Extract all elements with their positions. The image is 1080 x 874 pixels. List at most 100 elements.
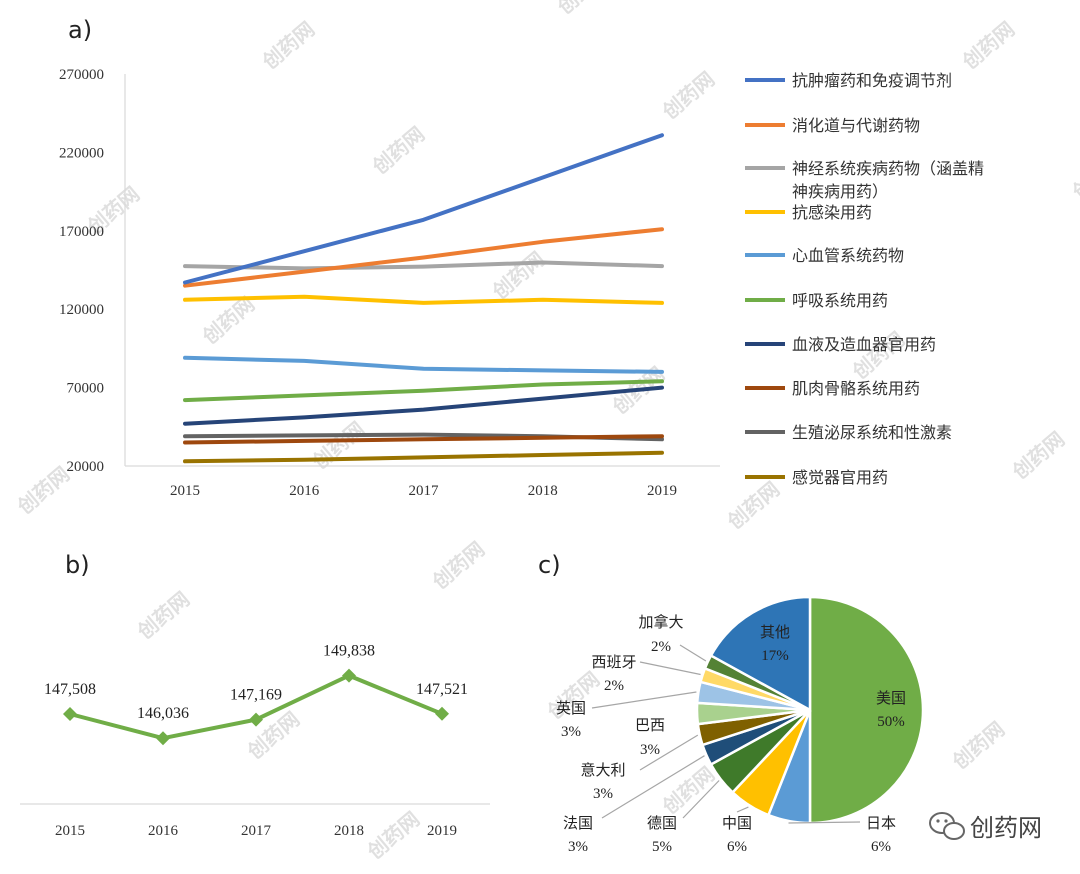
a-legend-item: 心血管系统药物 <box>745 246 904 265</box>
c-slice-name: 西班牙 <box>591 653 636 671</box>
c-leader-line <box>788 821 861 824</box>
watermark-text: 创药网 <box>487 247 549 305</box>
c-slice-name: 美国 <box>876 689 906 707</box>
a-y-tick-label: 170000 <box>59 224 104 240</box>
a-legend-item: 感觉器官用药 <box>745 468 888 487</box>
watermark-text: 创药网 <box>362 807 424 865</box>
c-slice-label: 加拿大 2% <box>638 613 707 662</box>
a-x-tick-label: 2017 <box>409 483 440 499</box>
a-legend-label: 神疾病用药） <box>792 182 888 201</box>
c-slice-pct: 3% <box>640 742 660 758</box>
a-y-tick-label: 220000 <box>59 145 104 161</box>
a-legend-label: 消化道与代谢药物 <box>792 116 920 135</box>
a-series-line-3 <box>183 294 664 305</box>
b-data-label: 149,838 <box>323 643 375 660</box>
a-legend-item: 消化道与代谢药物 <box>745 116 920 135</box>
a-legend-item: 肌肉骨骼系统用药 <box>745 379 920 398</box>
watermark-text: 创药网 <box>242 707 304 765</box>
c-slice-label: 英国 3% <box>556 691 697 740</box>
c-slice-label: 德国 5% <box>647 780 720 855</box>
c-slice-name: 法国 <box>563 814 593 832</box>
a-legend-item: 血液及造血器官用药 <box>745 335 936 354</box>
panel-c-label: c) <box>538 551 561 579</box>
c-slice-name: 日本 <box>866 814 896 832</box>
watermark-text: 创药网 <box>367 122 429 180</box>
b-series-line <box>69 673 443 741</box>
b-x-tick-label: 2019 <box>427 823 457 839</box>
b-data-label: 147,521 <box>416 681 468 698</box>
a-legend-label: 心血管系统药物 <box>792 246 904 265</box>
a-series-line-6 <box>183 385 664 426</box>
b-marker <box>156 731 170 746</box>
c-slice-label: 其他 17% <box>760 623 790 664</box>
c-leader-line <box>639 661 701 676</box>
watermark-text: 创药网 <box>1067 147 1080 205</box>
c-slice-name: 其他 <box>760 623 790 641</box>
c-slice-pct: 3% <box>561 724 581 740</box>
watermark-text: 创药网 <box>722 477 784 535</box>
c-slice-label: 美国 50% <box>876 689 906 730</box>
b-marker <box>342 668 356 683</box>
c-slice-label: 日本 6% <box>788 814 896 855</box>
c-slice-label: 意大利 3% <box>580 734 699 802</box>
a-x-tick-label: 2015 <box>170 483 200 499</box>
c-pie-slice <box>709 595 812 713</box>
a-series-line-1 <box>183 227 664 288</box>
b-marker <box>249 712 263 727</box>
b-data-label: 147,169 <box>230 687 282 704</box>
c-slice-label: 西班牙 2% <box>591 653 701 694</box>
b-marker <box>63 706 77 721</box>
a-series-line-5 <box>183 379 664 403</box>
a-series-line-2 <box>183 260 664 271</box>
c-slice-name: 意大利 <box>580 761 625 779</box>
c-slice-name: 英国 <box>556 699 586 717</box>
c-leader-line <box>682 780 720 819</box>
panel-a-label: a) <box>68 16 92 44</box>
b-x-tick-label: 2018 <box>334 823 364 839</box>
panel-b-line-chart: b) 2015 2016 2017 2018 2019 147,508 146,036 14… <box>20 551 490 839</box>
watermark-text: 创药网 <box>1007 427 1069 485</box>
c-leader-line <box>601 755 705 819</box>
c-slice-pct: 17% <box>761 648 789 664</box>
c-leader-line <box>639 734 699 771</box>
watermark-text: 创药网 <box>257 17 319 75</box>
a-series-line-0 <box>183 133 664 285</box>
c-slice-name: 德国 <box>647 814 677 832</box>
c-slice-pct: 2% <box>604 678 624 694</box>
watermark-text: 创药网 <box>12 462 74 520</box>
watermark-text: 创药网 <box>957 17 1019 75</box>
b-x-tick-label: 2017 <box>241 823 272 839</box>
watermark-text: 创药网 <box>552 0 614 19</box>
watermark-text: 创药网 <box>427 537 489 595</box>
a-legend-item: 生殖泌尿系统和性激素 <box>745 423 952 442</box>
a-y-tick-label: 120000 <box>59 302 104 318</box>
wechat-icon <box>929 812 965 840</box>
c-slice-pct: 50% <box>877 714 905 730</box>
a-y-tick-label: 270000 <box>59 67 104 83</box>
c-slice-pct: 6% <box>871 839 891 855</box>
c-leader-line <box>736 806 749 813</box>
a-legend-item: 呼吸系统用药 <box>745 291 888 310</box>
c-slice-pct: 2% <box>651 639 671 655</box>
brand-logo: 创药网 <box>929 812 1042 842</box>
a-y-tick-label: 70000 <box>67 381 105 397</box>
panel-b-label: b) <box>65 551 90 579</box>
brand-name: 创药网 <box>970 814 1042 842</box>
b-data-label: 147,508 <box>44 681 96 698</box>
watermark-text: 创药网 <box>947 717 1009 775</box>
a-series-line-9 <box>183 450 664 464</box>
c-slice-pct: 6% <box>727 839 747 855</box>
a-x-tick-label: 2019 <box>647 483 677 499</box>
b-data-label: 146,036 <box>137 705 189 722</box>
a-series-line-4 <box>183 355 664 374</box>
a-x-tick-label: 2018 <box>528 483 558 499</box>
a-series-line-7 <box>183 434 664 445</box>
a-legend-item: 抗肿瘤药和免疫调节剂 <box>745 71 952 90</box>
a-y-tick-label: 20000 <box>67 459 105 475</box>
a-legend-label: 血液及造血器官用药 <box>792 335 936 354</box>
c-slice-pct: 3% <box>593 786 613 802</box>
a-legend-label: 感觉器官用药 <box>792 468 888 487</box>
watermark-text: 创药网 <box>132 587 194 645</box>
